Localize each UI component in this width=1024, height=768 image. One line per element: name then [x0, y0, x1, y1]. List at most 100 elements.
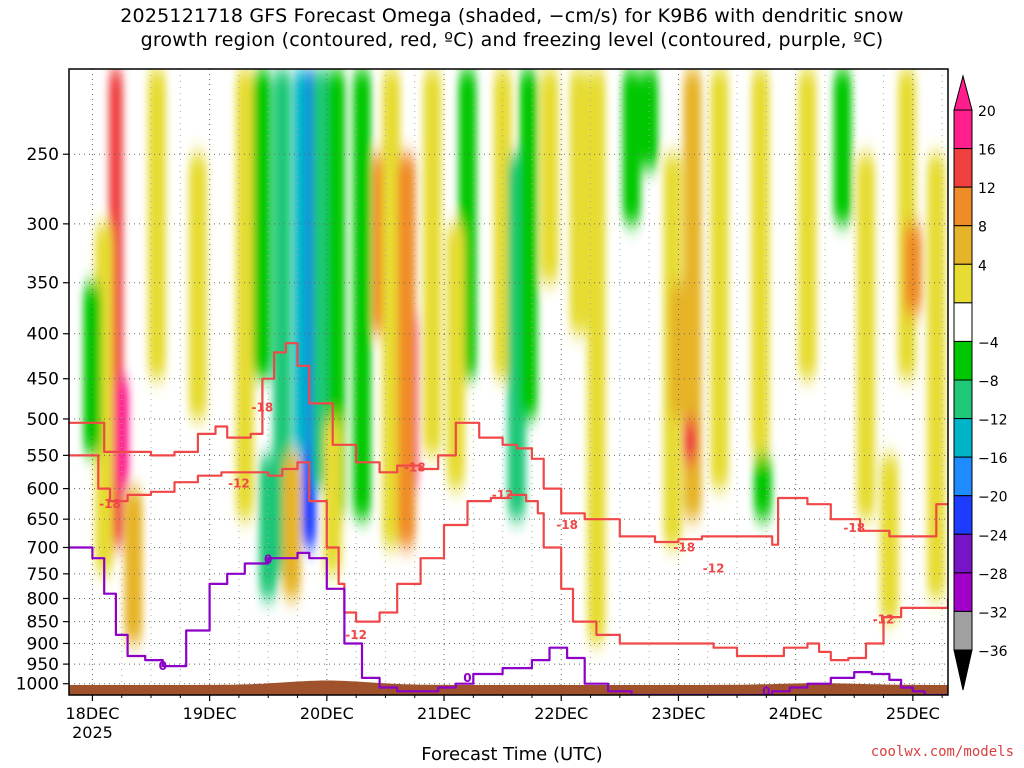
colorbar-bin-1 [953, 148, 973, 188]
colorbar-bin-6 [953, 340, 973, 381]
contour-label-9: -12 [873, 612, 895, 626]
omega-feature-32 [640, 69, 659, 170]
colorbar-label-2: 12 [978, 181, 996, 197]
omega-feature-43 [880, 455, 899, 622]
y-tick-label-700: 700 [27, 538, 59, 558]
contour-labels: -18 -12 -18 -18 -12 -18 -18 -12 -18 -12 -12 0 0 0 0 [99, 400, 894, 698]
contour-label-14: 0 [762, 684, 770, 698]
contour-label-8: -18 [843, 521, 865, 535]
contour-label-6: -18 [673, 540, 695, 554]
colorbar-label-12: −32 [978, 605, 1008, 621]
omega-feature-6 [188, 154, 207, 419]
y-tick-label-400: 400 [27, 325, 59, 345]
y-tick-label-650: 650 [27, 510, 59, 530]
freezing-level-contour-0-2 [69, 546, 948, 695]
omega-feature-14 [311, 69, 330, 489]
colorbar-label-4: 4 [978, 258, 987, 274]
colorbar-bin-11 [953, 533, 973, 574]
grid-lines [69, 69, 948, 695]
terrain-surface [69, 680, 948, 695]
x-tick-label-25DEC: 25DEC [886, 704, 940, 723]
chart-title-line-2: growth region (contoured, red, ºC) and f… [140, 29, 884, 51]
omega-feature-38 [751, 69, 770, 456]
colorbar-label-10: −24 [978, 528, 1008, 544]
omega-feature-27 [519, 69, 538, 419]
y-tick-label-450: 450 [27, 370, 59, 390]
omega-feature-42 [856, 154, 875, 520]
omega-feature-8 [253, 69, 272, 379]
omega-feature-41 [833, 69, 852, 224]
contour-label-4: -12 [492, 488, 514, 502]
y-tick-label-500: 500 [27, 410, 59, 430]
omega-feature-4 [147, 69, 166, 379]
omega-feature-39 [753, 455, 772, 520]
omega-feature-35 [683, 69, 702, 520]
omega-feature-10 [273, 69, 292, 574]
contour-label-1: -12 [228, 476, 250, 490]
colorbar-label-7: −12 [978, 413, 1008, 429]
colorbar-bin-5 [953, 302, 973, 342]
dgz-contour--12-1 [69, 454, 948, 662]
x-tick-label-21DEC: 21DEC [417, 704, 471, 723]
omega-feature-28 [540, 69, 559, 283]
colorbar-label-0: 20 [978, 104, 996, 120]
colorbar-bin-8 [953, 418, 973, 458]
contour-label-3: -18 [404, 461, 426, 475]
colorbar-label-11: −28 [978, 567, 1008, 583]
contour-label-0: -18 [252, 400, 274, 414]
colorbar-bin-2 [953, 186, 973, 227]
y-tick-label-300: 300 [27, 215, 59, 235]
omega-feature-1 [114, 378, 129, 489]
y-tick-label-750: 750 [27, 565, 59, 585]
y-tick-label-900: 900 [27, 634, 59, 654]
x-tick-label-19DEC: 19DEC [183, 704, 237, 723]
omega-feature-19 [382, 69, 401, 548]
colorbar-bottom-arrow [953, 649, 973, 691]
colorbar-label-5: −4 [978, 335, 999, 351]
colorbar-bin-12 [953, 572, 973, 612]
colorbar-bin-9 [953, 456, 973, 497]
plot-frame [68, 68, 949, 696]
dgz-contour--18-0 [69, 342, 948, 546]
credit-link[interactable]: coolwx.com/models [870, 744, 1014, 760]
omega-feature-34 [669, 282, 688, 419]
colorbar-bin-4 [953, 263, 973, 304]
colorbar-label-8: −16 [978, 451, 1008, 467]
contour-label-7: -12 [703, 562, 725, 576]
omega-feature-21 [397, 154, 416, 548]
omega-feature-17 [353, 69, 371, 520]
omega-streaks [83, 69, 946, 644]
x-tick-label-23DEC: 23DEC [651, 704, 705, 723]
contour-label-2: -18 [99, 497, 121, 511]
x-axis-label: Forecast Time (UTC) [421, 744, 603, 765]
omega-feature-37 [710, 69, 729, 489]
contour-label-11: 0 [264, 552, 272, 566]
contour-label-10: -12 [345, 628, 367, 642]
omega-feature-11 [282, 455, 301, 599]
colorbar-label-6: −8 [978, 374, 999, 390]
colorbar-label-1: 16 [978, 143, 996, 159]
terrain [69, 680, 948, 695]
colorbar-bin-13 [953, 610, 973, 651]
omega-feature-40 [798, 69, 817, 379]
colorbar-label-3: 8 [978, 220, 987, 236]
colorbar-bin-0 [953, 109, 973, 150]
omega-feature-44 [897, 69, 916, 379]
plot-border [68, 68, 949, 696]
x-tick-label-20DEC: 20DEC [300, 704, 354, 723]
y-tick-label-850: 850 [27, 613, 59, 633]
colorbar-bin-10 [953, 495, 973, 535]
colorbar-label-9: −20 [978, 490, 1008, 506]
y-tick-label-800: 800 [27, 589, 59, 609]
y-tick-label-600: 600 [27, 480, 59, 500]
colorbar-top-arrow [953, 74, 973, 111]
omega-feature-16 [323, 418, 342, 574]
omega-feature-29 [569, 69, 588, 334]
omega-feature-25 [493, 69, 512, 379]
omega-feature-13 [294, 69, 309, 456]
colorbar-label-13: −36 [978, 644, 1008, 660]
y-tick-label-950: 950 [27, 655, 59, 675]
colorbar-bin-7 [953, 379, 973, 420]
